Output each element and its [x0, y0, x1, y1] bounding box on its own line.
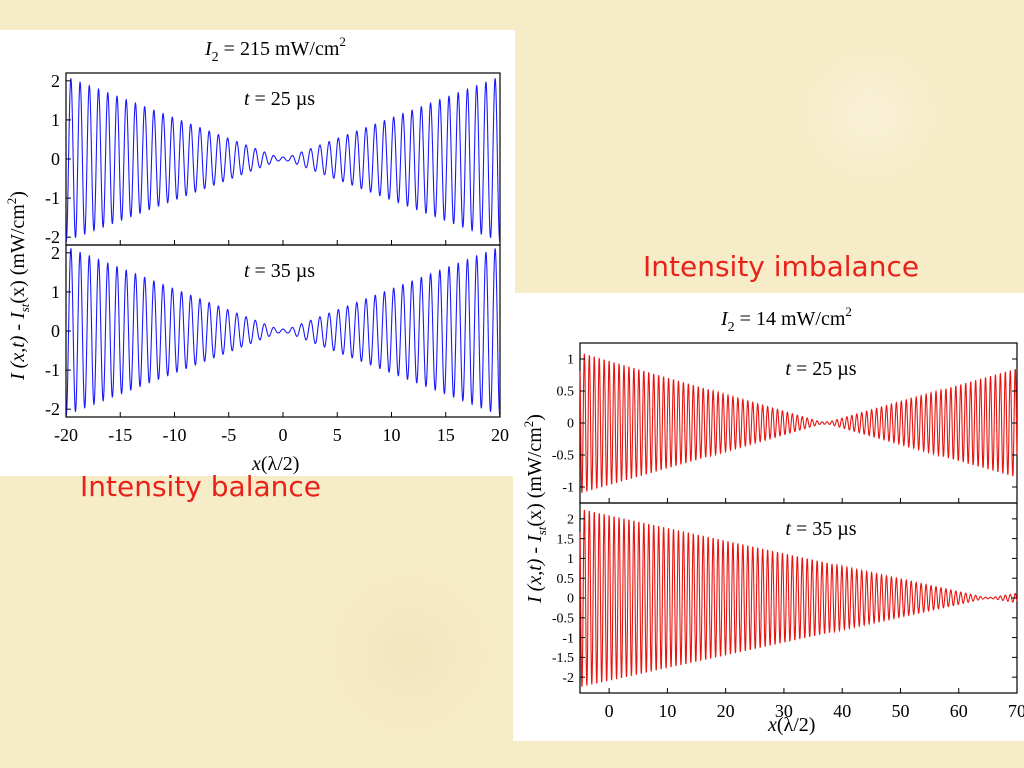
y-tick-label: -0.5 [552, 449, 574, 464]
x-tick-label: 70 [1008, 701, 1024, 721]
x-tick-label: -20 [54, 425, 78, 445]
caption-intensity-imbalance: Intensity imbalance [643, 250, 920, 283]
y-tick-label: 1 [567, 353, 574, 368]
x-tick-label: 10 [658, 701, 676, 721]
x-tick-label: 15 [437, 425, 455, 445]
panel-time-label: t = 35 µs [785, 518, 856, 540]
chart-imbalance-svg: I2 = 14 mW/cm2 I (x,t) - Ist(x) (mW/cm2)… [521, 304, 1024, 736]
x-axis-label: x(λ/2) [767, 714, 815, 736]
x-tick-label: 0 [279, 425, 288, 445]
panel-time-label: t = 25 µs [785, 358, 856, 380]
series-line [579, 509, 1018, 687]
x-tick-label: 60 [950, 701, 968, 721]
chart-title: I2 = 215 mW/cm2 [204, 34, 346, 65]
x-tick-label: 20 [491, 425, 509, 445]
x-tick-label: 50 [891, 701, 909, 721]
chart-title: I2 = 14 mW/cm2 [720, 304, 852, 335]
y-tick-label: -0.5 [552, 611, 574, 626]
x-tick-label: 20 [717, 701, 735, 721]
chart-balance-svg: I2 = 215 mW/cm2 I (x,t) - Ist(x) (mW/cm2… [4, 34, 509, 475]
y-tick-label: -2 [45, 399, 60, 419]
x-tick-label: -15 [108, 425, 132, 445]
x-tick-label: 10 [383, 425, 401, 445]
y-tick-label: -1 [45, 360, 60, 380]
y-tick-label: 1 [51, 282, 60, 302]
y-tick-label: 2 [567, 513, 574, 528]
y-tick-label: 0 [567, 417, 574, 432]
y-tick-label: 0 [51, 149, 60, 169]
y-tick-label: 2 [51, 71, 60, 91]
x-tick-label: 0 [605, 701, 614, 721]
caption-intensity-balance: Intensity balance [80, 470, 322, 503]
y-tick-label: 2 [51, 243, 60, 263]
y-tick-label: -2 [45, 227, 60, 247]
y-tick-label: -1.5 [552, 651, 574, 666]
y-tick-label: -2 [562, 671, 574, 686]
y-tick-label: 1 [567, 552, 574, 567]
x-tick-label: 30 [775, 701, 793, 721]
x-tick-label: -5 [221, 425, 236, 445]
y-tick-label: -1 [562, 631, 574, 646]
chart-balance: I2 = 215 mW/cm2 I (x,t) - Ist(x) (mW/cm2… [0, 30, 515, 476]
x-tick-label: 5 [333, 425, 342, 445]
series-line [65, 77, 501, 243]
series-line [579, 353, 1018, 493]
series-line [65, 247, 501, 417]
y-tick-label: 0.5 [557, 385, 575, 400]
y-tick-label: 1.5 [557, 532, 575, 547]
panel-time-label: t = 25 µs [244, 88, 315, 110]
y-axis-label: I (x,t) - Ist(x) (mW/cm2) [521, 414, 549, 604]
y-tick-label: -1 [45, 188, 60, 208]
x-tick-label: -10 [163, 425, 187, 445]
y-tick-label: -1 [562, 481, 574, 496]
x-tick-label: 40 [833, 701, 851, 721]
y-tick-label: 0.5 [557, 572, 575, 587]
y-tick-label: 1 [51, 110, 60, 130]
y-tick-label: 0 [567, 592, 574, 607]
x-axis-label: x(λ/2) [251, 453, 299, 475]
y-axis-label: I (x,t) - Ist(x) (mW/cm2) [4, 191, 32, 381]
chart-imbalance: I2 = 14 mW/cm2 I (x,t) - Ist(x) (mW/cm2)… [513, 293, 1024, 741]
y-tick-label: 0 [51, 321, 60, 341]
panel-time-label: t = 35 µs [244, 260, 315, 282]
